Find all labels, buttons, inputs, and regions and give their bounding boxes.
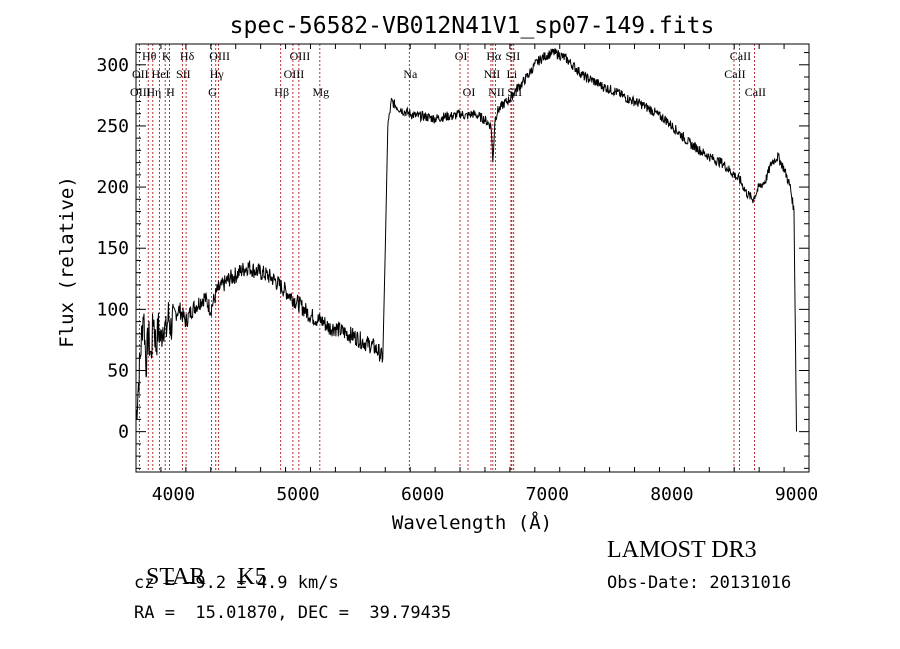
spectral-line-label: OIII [290, 49, 311, 63]
spectral-line-label: CaII [724, 67, 745, 81]
spectral-line-label: OI [455, 49, 468, 63]
spectral-line-label: SII [176, 67, 191, 81]
spectral-line-label: Hα [486, 49, 502, 63]
y-tick-label: 250 [96, 116, 129, 137]
y-tick-label: 200 [96, 177, 129, 198]
spectral-line-label: Na [403, 67, 418, 81]
y-axis-label: Flux (relative) [56, 176, 78, 348]
spectral-line-label: OIII [130, 85, 151, 99]
spectral-line-markers [138, 44, 755, 472]
x-axis-label: Wavelength (Å) [392, 511, 552, 534]
spectral-line-label: Hθ [142, 49, 157, 63]
spectral-line-label: OIII [284, 67, 305, 81]
x-tick-label: 4000 [152, 484, 195, 505]
subclass-label: K5 [237, 564, 267, 590]
chart-title: spec-56582-VB012N41V1_sp07-149.fits [230, 13, 715, 39]
spectral-line-label: H [166, 85, 175, 99]
x-tick-label: 6000 [401, 484, 444, 505]
x-tick-label: 5000 [276, 484, 319, 505]
x-tick-label: 7000 [526, 484, 569, 505]
spectral-line-label: Hγ [210, 67, 225, 81]
class-label: STAR [146, 564, 206, 590]
y-tick-label: 150 [96, 238, 129, 259]
spectral-line-label: NII [484, 67, 501, 81]
spectral-line-label: SII [506, 49, 521, 63]
spectral-line-label: Hη [146, 85, 161, 99]
spectral-line-label: HeI [152, 67, 170, 81]
y-axis: 0 50 100 150 200 250 300 [96, 52, 809, 469]
spectral-line-label: G [208, 85, 217, 99]
spectral-line-label: CaII [730, 49, 751, 63]
spectral-line-label: CaII [745, 85, 766, 99]
plot-frame [135, 43, 810, 473]
y-tick-label: 50 [107, 361, 129, 382]
x-tick-label: 9000 [775, 484, 818, 505]
y-tick-label: 0 [118, 422, 129, 443]
redshift-label: cz = −9.2 ± 4.9 km/s [134, 573, 339, 593]
survey-label: LAMOST DR3 [607, 537, 757, 563]
spectral-line-label: Hβ [274, 85, 289, 99]
coordinates-label: RA = 15.01870, DEC = 39.79435 [134, 603, 452, 623]
spectral-line-label: Hδ [180, 49, 195, 63]
y-tick-label: 300 [96, 55, 129, 76]
spectrum-line [135, 48, 797, 432]
spectral-line-label: OI [463, 85, 476, 99]
spectral-line-label: Mg [312, 85, 329, 99]
spectral-line-label: OIII [209, 49, 230, 63]
spectral-line-label: OII [132, 67, 149, 81]
spectral-line-label: NII [488, 85, 505, 99]
x-tick-label: 8000 [650, 484, 693, 505]
obs-date-label: Obs-Date: 20131016 [607, 573, 792, 593]
object-class: STAR K5 [134, 537, 267, 591]
spectral-line-label: K [162, 49, 171, 63]
y-tick-label: 100 [96, 299, 129, 320]
spectral-line-label: Li [507, 67, 518, 81]
x-axis: 4000 5000 6000 7000 8000 9000 [135, 44, 818, 505]
